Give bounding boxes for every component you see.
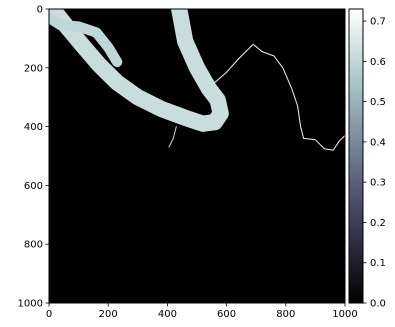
colorbar: 0.0 0.1 0.2 0.3 0.4 0.5 0.6 0.7 — [348, 8, 386, 310]
feature-thin-stream — [214, 43, 345, 151]
x-tick-label: 600 — [217, 309, 236, 320]
x-tick-label: 0 — [46, 309, 52, 320]
y-tick-label: 0 — [37, 5, 43, 16]
x-axis: 0 200 400 600 800 1000 — [46, 303, 358, 320]
x-tick-label: 1000 — [332, 309, 357, 320]
y-tick-label: 800 — [24, 240, 43, 251]
colorbar-ticks: 0.0 0.1 0.2 0.3 0.4 0.5 0.6 0.7 — [363, 17, 386, 310]
x-tick-label: 400 — [158, 309, 177, 320]
colorbar-tick-label: 0.1 — [370, 258, 386, 269]
x-tick-label: 800 — [276, 309, 295, 320]
colorbar-tick-label: 0.5 — [370, 97, 386, 108]
heatmap-plot — [48, 8, 346, 304]
y-tick-label: 400 — [24, 122, 43, 133]
feature-upper-left-channel — [49, 12, 123, 68]
x-tick-label: 200 — [99, 309, 118, 320]
colorbar-tick-label: 0.0 — [370, 299, 386, 310]
colorbar-tick-label: 0.3 — [370, 178, 386, 189]
colorbar-tick-label: 0.2 — [370, 218, 386, 229]
colorbar-tick-label: 0.7 — [370, 17, 386, 28]
y-tick-label: 200 — [24, 63, 43, 74]
colorbar-tick-label: 0.4 — [370, 137, 386, 148]
feature-spur-stream — [168, 126, 177, 148]
colorbar-tick-label: 0.6 — [370, 57, 386, 68]
y-axis: 0 200 400 600 800 1000 — [18, 5, 49, 310]
colorbar-gradient — [348, 8, 364, 304]
y-tick-label: 1000 — [18, 299, 43, 310]
heatmap-features — [49, 9, 345, 151]
y-tick-label: 600 — [24, 181, 43, 192]
feature-main-river-band — [49, 9, 229, 132]
plot-frame — [48, 8, 346, 304]
